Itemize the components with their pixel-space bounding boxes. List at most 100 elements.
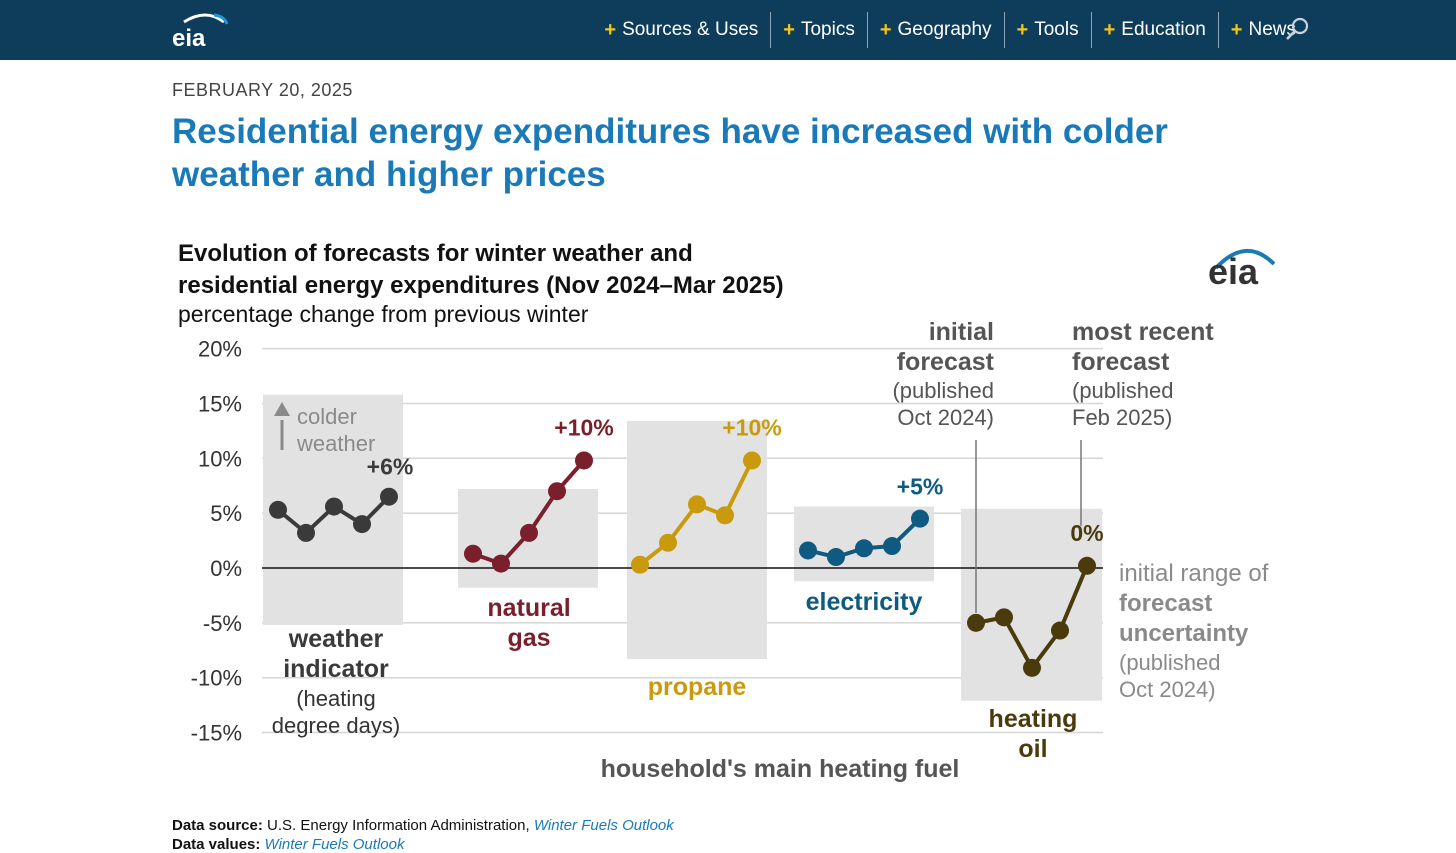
recent-forecast-label: Feb 2025) bbox=[1072, 405, 1172, 430]
data-values-line: Data values: Winter Fuels Outlook bbox=[172, 835, 674, 853]
data-point-propane bbox=[659, 533, 677, 552]
category-label-weather: weather bbox=[288, 625, 384, 653]
y-tick-label: 20% bbox=[198, 337, 242, 362]
end-label-heating-oil: 0% bbox=[1070, 520, 1103, 546]
data-point-propane bbox=[743, 451, 761, 470]
range-label: uncertainty bbox=[1119, 620, 1249, 647]
nav-item-label: Sources & Uses bbox=[622, 19, 759, 40]
data-point-weather bbox=[297, 523, 315, 542]
eia-logo[interactable]: eia bbox=[170, 8, 230, 52]
data-point-electricity bbox=[799, 541, 817, 560]
forecast-chart: Evolution of forecasts for winter weathe… bbox=[178, 240, 1276, 783]
nav-item-topics[interactable]: + Topics bbox=[770, 12, 867, 48]
data-point-electricity bbox=[827, 548, 845, 567]
data-point-propane bbox=[688, 495, 706, 514]
y-tick-label: 5% bbox=[210, 501, 242, 526]
plus-icon: + bbox=[783, 18, 795, 41]
category-label-natural-gas: natural bbox=[487, 594, 570, 622]
initial-forecast-label: Oct 2024) bbox=[897, 405, 994, 430]
nav-item-label: Topics bbox=[800, 19, 855, 40]
y-tick-label: 0% bbox=[210, 556, 242, 581]
category-sublabel-weather: degree days) bbox=[272, 713, 400, 738]
chart-logo-arc bbox=[1214, 248, 1276, 270]
data-source-text: U.S. Energy Information Administration, bbox=[267, 817, 530, 834]
data-source-label: Data source: bbox=[172, 817, 263, 834]
data-point-weather bbox=[353, 515, 371, 534]
end-label-propane: +10% bbox=[722, 414, 781, 440]
data-point-heating-oil bbox=[995, 608, 1013, 627]
data-point-natural-gas bbox=[492, 554, 510, 573]
colder-weather-label: colder bbox=[297, 404, 357, 429]
initial-forecast-label: (published bbox=[892, 378, 994, 403]
recent-forecast-label: (published bbox=[1072, 378, 1174, 403]
plus-icon: + bbox=[1103, 18, 1116, 41]
y-tick-label: -10% bbox=[191, 666, 242, 691]
nav-item-label: News bbox=[1248, 19, 1296, 40]
data-point-natural-gas bbox=[548, 482, 566, 501]
colder-weather-label: weather bbox=[296, 431, 375, 456]
data-point-weather bbox=[325, 497, 343, 516]
data-values-link[interactable]: Winter Fuels Outlook bbox=[264, 836, 405, 853]
data-point-electricity bbox=[855, 539, 873, 558]
data-point-weather bbox=[380, 487, 398, 506]
article-date: FEBRUARY 20, 2025 bbox=[172, 80, 353, 100]
chart-subtitle: percentage change from previous winter bbox=[178, 301, 589, 327]
nav-item-label: Geography bbox=[897, 19, 992, 40]
end-label-electricity: +5% bbox=[897, 474, 944, 500]
nav-item-education[interactable]: + Education bbox=[1090, 12, 1218, 48]
main-nav: + Sources & Uses + Topics + Geography + Tools + E… bbox=[592, 0, 1308, 60]
plus-icon: + bbox=[1016, 18, 1029, 41]
data-point-heating-oil bbox=[1078, 556, 1096, 575]
data-point-propane bbox=[716, 506, 734, 525]
range-label: initial range of bbox=[1119, 560, 1269, 587]
y-tick-label: -5% bbox=[203, 611, 242, 636]
category-label-heating-oil: heating bbox=[989, 705, 1078, 733]
initial-forecast-label: initial bbox=[929, 318, 994, 346]
data-point-natural-gas bbox=[575, 451, 593, 470]
data-point-heating-oil bbox=[967, 613, 985, 632]
x-axis-label: household's main heating fuel bbox=[601, 755, 960, 783]
category-label-electricity: electricity bbox=[806, 588, 923, 616]
range-label: (published bbox=[1119, 650, 1221, 675]
nav-item-sources-uses[interactable]: + Sources & Uses bbox=[592, 12, 770, 48]
data-source-line: Data source: U.S. Energy Information Adm… bbox=[172, 816, 674, 835]
data-point-natural-gas bbox=[464, 544, 482, 563]
colder-arrow-icon bbox=[274, 402, 290, 416]
range-label: Oct 2024) bbox=[1119, 677, 1216, 702]
y-tick-label: 10% bbox=[198, 446, 242, 471]
data-point-propane bbox=[631, 555, 649, 574]
category-sublabel-weather: (heating bbox=[296, 686, 376, 711]
data-point-natural-gas bbox=[520, 523, 538, 542]
nav-item-tools[interactable]: + Tools bbox=[1003, 12, 1091, 48]
top-navbar: eia + Sources & Uses + Topics + Geography + Too… bbox=[0, 0, 1456, 60]
recent-forecast-label: most recent bbox=[1072, 318, 1214, 346]
data-point-weather bbox=[269, 500, 287, 519]
recent-forecast-label: forecast bbox=[1072, 348, 1170, 376]
plus-icon: + bbox=[1230, 18, 1243, 41]
range-label: forecast bbox=[1119, 590, 1212, 617]
y-tick-label: -15% bbox=[191, 721, 242, 746]
data-source-link[interactable]: Winter Fuels Outlook bbox=[533, 817, 674, 834]
nav-item-label: Education bbox=[1121, 19, 1206, 40]
nav-item-geography[interactable]: + Geography bbox=[866, 12, 1004, 48]
category-label-propane: propane bbox=[648, 673, 747, 701]
search-icon[interactable] bbox=[1284, 16, 1310, 42]
chart-footer: Data source: U.S. Energy Information Adm… bbox=[172, 816, 674, 853]
nav-item-news[interactable]: + News bbox=[1217, 12, 1308, 48]
nav-item-label: Tools bbox=[1034, 19, 1079, 40]
data-values-label: Data values: bbox=[172, 836, 261, 853]
chart-logo-text: eia bbox=[1208, 251, 1259, 292]
end-label-weather: +6% bbox=[367, 454, 414, 480]
initial-forecast-label: forecast bbox=[897, 348, 995, 376]
category-label-heating-oil: oil bbox=[1018, 735, 1047, 763]
plus-icon: + bbox=[604, 18, 617, 41]
end-label-natural-gas: +10% bbox=[554, 414, 613, 440]
plus-icon: + bbox=[879, 18, 892, 41]
category-label-natural-gas: gas bbox=[507, 624, 550, 652]
category-label-weather: indicator bbox=[283, 655, 389, 683]
chart-title-line-1: Evolution of forecasts for winter weathe… bbox=[178, 240, 693, 267]
data-point-electricity bbox=[911, 509, 929, 528]
y-tick-label: 15% bbox=[198, 391, 242, 416]
data-point-heating-oil bbox=[1051, 621, 1069, 640]
chart-title-line-2: residential energy expenditures (Nov 202… bbox=[178, 272, 784, 299]
